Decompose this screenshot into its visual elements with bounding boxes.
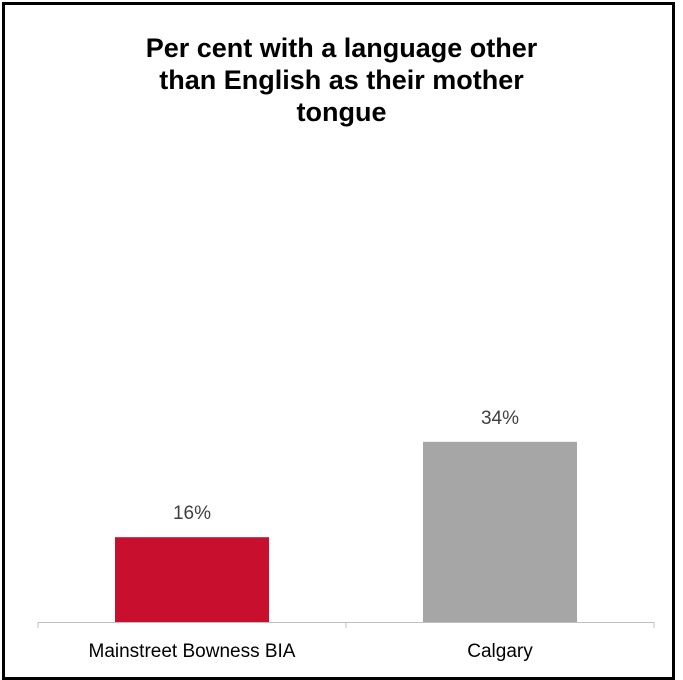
- bar-2: [423, 442, 577, 622]
- data-label-1: 16%: [173, 503, 211, 524]
- category-label-2: Calgary: [467, 641, 533, 662]
- data-label-2: 34%: [481, 408, 519, 429]
- bar-1: [115, 537, 269, 622]
- category-label-1: Mainstreet Bowness BIA: [89, 641, 296, 662]
